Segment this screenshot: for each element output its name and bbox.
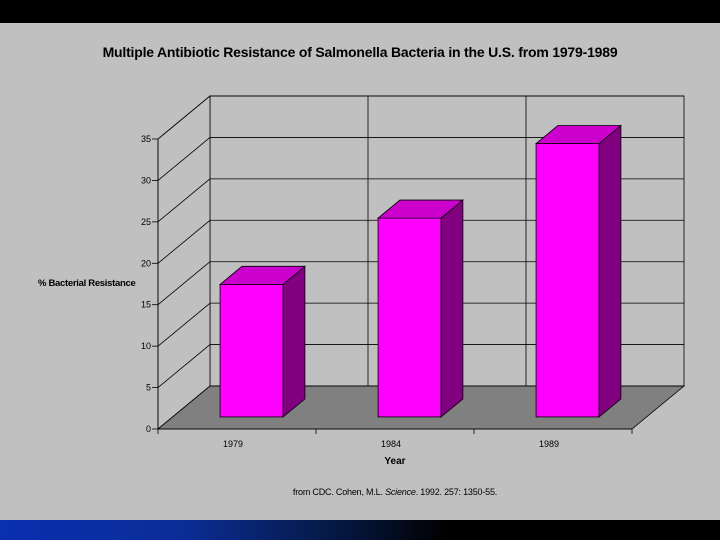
bar-top: [218, 265, 307, 285]
top-bar: [0, 0, 720, 23]
chart-title-text: Multiple Antibiotic Resistance of Salmon…: [102, 44, 618, 60]
gridline-side: [157, 344, 211, 388]
chart-title: Multiple Antibiotic Resistance of Salmon…: [0, 44, 720, 60]
gridline-side: [157, 95, 211, 140]
y-tick-label: 25: [141, 217, 151, 227]
y-axis-ticks: 0 5 10 15 20 25 30 35: [141, 134, 159, 434]
bar-side: [440, 199, 464, 418]
x-tick-label: 1989: [539, 439, 559, 449]
gridline-side: [157, 302, 211, 347]
bar-side: [598, 124, 622, 418]
bar-top: [534, 125, 623, 144]
y-tick-label: 20: [141, 258, 151, 268]
y-axis-label: % Bacterial Resistance: [38, 278, 136, 289]
y-tick-label: 15: [141, 300, 151, 310]
bar-front: [377, 217, 442, 418]
side-wall: [157, 95, 211, 430]
x-tick-label: 1984: [381, 439, 401, 449]
x-tick-label: 1979: [223, 439, 243, 449]
y-tick-label: 10: [141, 341, 151, 351]
bar-side: [282, 265, 306, 418]
source-journal: Science: [385, 487, 416, 497]
bar-1984: [376, 199, 465, 418]
source-suffix: . 1992. 257: 1350-55.: [415, 487, 498, 497]
chart-bars: [218, 124, 623, 418]
source-prefix: from CDC. Cohen, M.L.: [292, 487, 386, 497]
gridline-side: [157, 385, 211, 430]
gridline-side: [157, 178, 211, 223]
y-tick-label: 5: [146, 383, 151, 393]
bar-1989: [534, 124, 623, 418]
gridline-side: [157, 137, 211, 181]
bottom-bar: [0, 520, 720, 540]
x-axis-ticks: 1979 1984 1989: [157, 428, 633, 449]
bar-top: [376, 199, 465, 219]
y-tick-label: 30: [141, 175, 151, 185]
bar-front: [219, 283, 284, 418]
source-citation: from CDC. Cohen, M.L. Science. 1992. 257…: [0, 487, 720, 497]
x-axis-label: Year: [384, 456, 406, 467]
gridline-side: [157, 261, 211, 306]
y-tick-label: 35: [141, 134, 151, 144]
gridline-side: [157, 219, 211, 264]
y-tick-label: 0: [146, 424, 151, 434]
bar-front: [535, 143, 600, 418]
bar-1979: [218, 265, 307, 418]
